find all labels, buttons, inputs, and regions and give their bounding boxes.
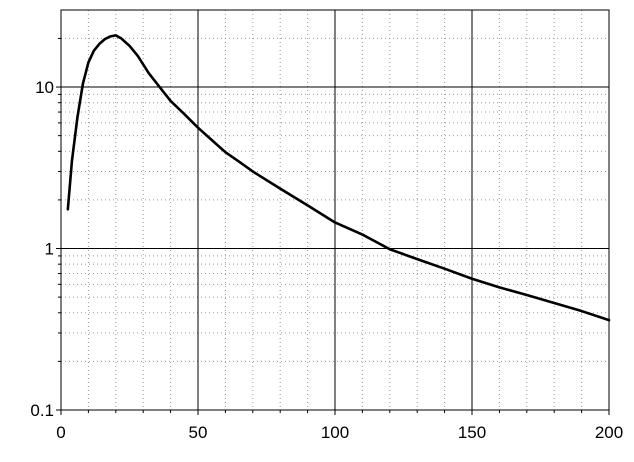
minor-gridlines xyxy=(61,10,609,410)
x-tick-label: 50 xyxy=(189,423,208,442)
major-gridlines xyxy=(61,10,609,410)
axis-ticks xyxy=(56,37,610,415)
x-tick-labels: 0 50 100 150 200 xyxy=(56,423,623,442)
series-line xyxy=(66,34,611,322)
y-tick-labels: 0.1 1 10 xyxy=(30,78,54,420)
y-tick-label: 10 xyxy=(35,78,54,97)
x-tick-label: 150 xyxy=(458,423,486,442)
x-tick-label: 100 xyxy=(321,423,349,442)
y-tick-label: 1 xyxy=(45,240,54,259)
x-tick-label: 0 xyxy=(56,423,65,442)
series-layer xyxy=(66,34,611,322)
x-tick-label: 200 xyxy=(595,423,623,442)
y-tick-label: 0.1 xyxy=(30,401,54,420)
